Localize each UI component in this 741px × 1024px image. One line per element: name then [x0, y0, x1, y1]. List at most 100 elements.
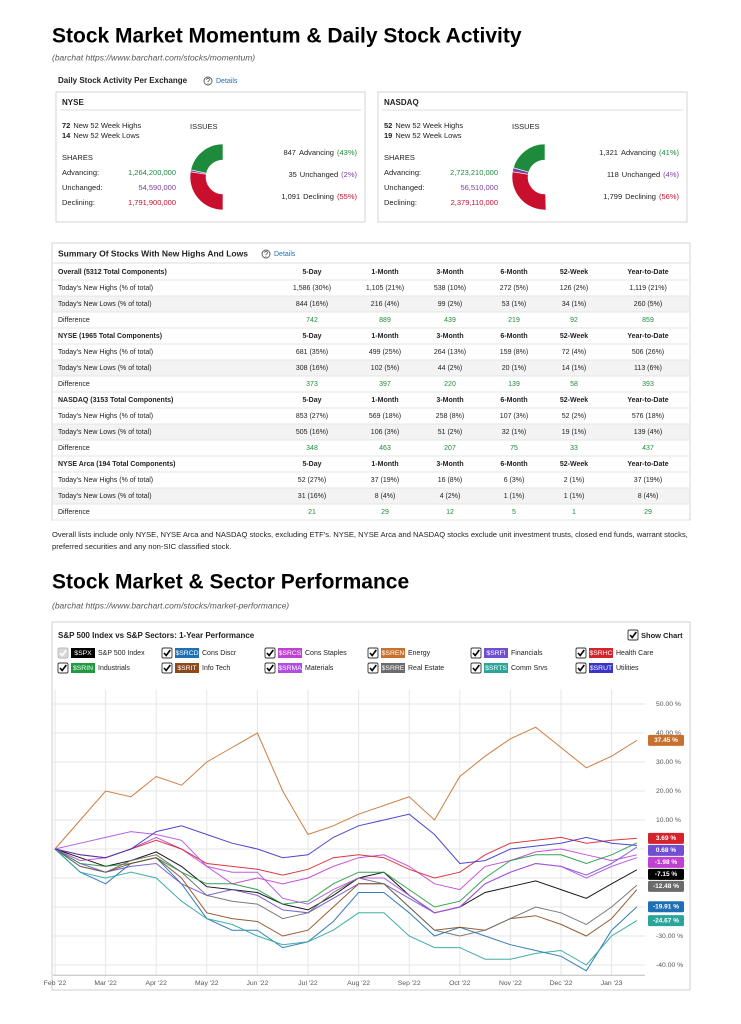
details-link[interactable]: Details [216, 78, 238, 85]
x-tick-label: Apr '22 [146, 980, 168, 987]
issue-pct: (2%) [341, 170, 357, 179]
column-header: 3-Month [436, 397, 463, 404]
cell: 139 (4%) [634, 429, 662, 436]
row-label: Difference [58, 445, 90, 452]
cell: 72 (4%) [562, 349, 587, 356]
cell: 439 [444, 317, 456, 324]
checkbox-tick [369, 649, 377, 657]
shares-label: Unchanged: [384, 183, 424, 192]
column-header: Year-to-Date [627, 397, 668, 404]
legend-name: Financials [511, 650, 543, 657]
checkbox[interactable] [161, 647, 173, 659]
row-label: Today's New Highs (% of total) [58, 285, 153, 292]
help-mark [264, 250, 268, 255]
checkbox-tick [266, 664, 274, 672]
cell: 102 (5%) [371, 365, 399, 372]
count: 14 [62, 131, 71, 140]
details-link[interactable]: Details [274, 251, 296, 258]
checkbox[interactable] [470, 662, 482, 674]
issue-label: Declining [303, 192, 334, 201]
cell: 52 (2%) [562, 413, 587, 420]
help-icon[interactable] [203, 76, 213, 86]
cell: 1,105 (21%) [366, 285, 404, 292]
cell: 576 (18%) [632, 413, 664, 420]
checkbox[interactable] [575, 647, 587, 659]
column-header: Year-to-Date [627, 461, 668, 468]
y-tick-label: 20.00 % [656, 788, 681, 795]
legend-badge [589, 663, 613, 673]
issues-title: ISSUES [512, 122, 540, 131]
donut-wedge [189, 171, 224, 211]
checkbox[interactable] [264, 662, 276, 674]
end-tag [648, 901, 684, 913]
column-header: 52-Week [560, 269, 588, 276]
help-circle [261, 249, 271, 259]
cell: 52 (27%) [298, 477, 326, 484]
checkbox-box [627, 629, 639, 641]
exchange-name: NASDAQ [384, 98, 419, 107]
issue-count: 1,799 [603, 192, 622, 201]
checkbox-box [161, 662, 173, 674]
cell: 219 [508, 317, 520, 324]
legend-badge [278, 663, 302, 673]
legend-badge [175, 663, 199, 673]
legend-badge [381, 663, 405, 673]
checkbox-box [161, 647, 173, 659]
column-header: 6-Month [500, 269, 527, 276]
donut-wedge [511, 171, 547, 211]
checkbox[interactable] [367, 662, 379, 674]
issue-label: Unchanged [300, 170, 338, 179]
checkbox[interactable] [161, 662, 173, 674]
cell: 33 [570, 445, 578, 452]
end-tag [648, 856, 684, 868]
row-shade [53, 360, 689, 376]
cell: 29 [644, 509, 652, 516]
checkbox[interactable] [627, 629, 639, 641]
column-header: 6-Month [500, 397, 527, 404]
checkbox[interactable] [264, 647, 276, 659]
checkbox-box [575, 662, 587, 674]
checkbox[interactable] [57, 647, 69, 659]
cell: 51 (2%) [438, 429, 463, 436]
issue-pct: (56%) [659, 192, 680, 201]
cell: 216 (4%) [371, 301, 399, 308]
label: New 52 Week Lows [395, 131, 461, 140]
help-icon[interactable] [261, 249, 271, 259]
shares-value: 1,264,200,000 [128, 168, 176, 177]
legend-name: Info Tech [202, 665, 230, 672]
series-line [54, 813, 637, 865]
shares-label: Advancing: [384, 168, 421, 177]
cell: 1 (1%) [564, 493, 585, 500]
end-tag [648, 880, 684, 892]
cell: 12 [446, 509, 454, 516]
shares-value: 54,590,000 [138, 183, 176, 192]
cell: 258 (8%) [436, 413, 464, 420]
end-tag-label: 0.68 % [656, 847, 676, 854]
issue-line: 118 Unchanged (4%) [607, 170, 680, 179]
checkbox[interactable] [575, 662, 587, 674]
cell: 853 (27%) [296, 413, 328, 420]
footnote: Overall lists include only NYSE, NYSE Ar… [52, 530, 688, 551]
cell: 8 (4%) [638, 493, 659, 500]
count: 52 [384, 121, 392, 130]
end-tag [648, 734, 684, 746]
legend-name: Comm Srvs [511, 665, 548, 672]
checkbox[interactable] [57, 662, 69, 674]
checkbox[interactable] [470, 647, 482, 659]
x-tick-label: Nov '22 [499, 980, 522, 987]
shares-label: Unchanged: [62, 183, 102, 192]
checkbox[interactable] [367, 647, 379, 659]
column-header: 3-Month [436, 333, 463, 340]
checkbox-tick [59, 664, 67, 672]
cell: 569 (18%) [369, 413, 401, 420]
x-tick-label: Aug '22 [347, 980, 370, 987]
column-header: 3-Month [436, 461, 463, 468]
legend-badge [589, 648, 613, 658]
checkbox-box [264, 662, 276, 674]
row-label: Today's New Highs (% of total) [58, 349, 153, 356]
issue-line: 847 Advancing (43%) [283, 148, 357, 157]
legend-ticker: $SRFI [486, 650, 505, 657]
cell: 260 (5%) [634, 301, 662, 308]
legend-ticker: $SRCD [175, 650, 198, 657]
